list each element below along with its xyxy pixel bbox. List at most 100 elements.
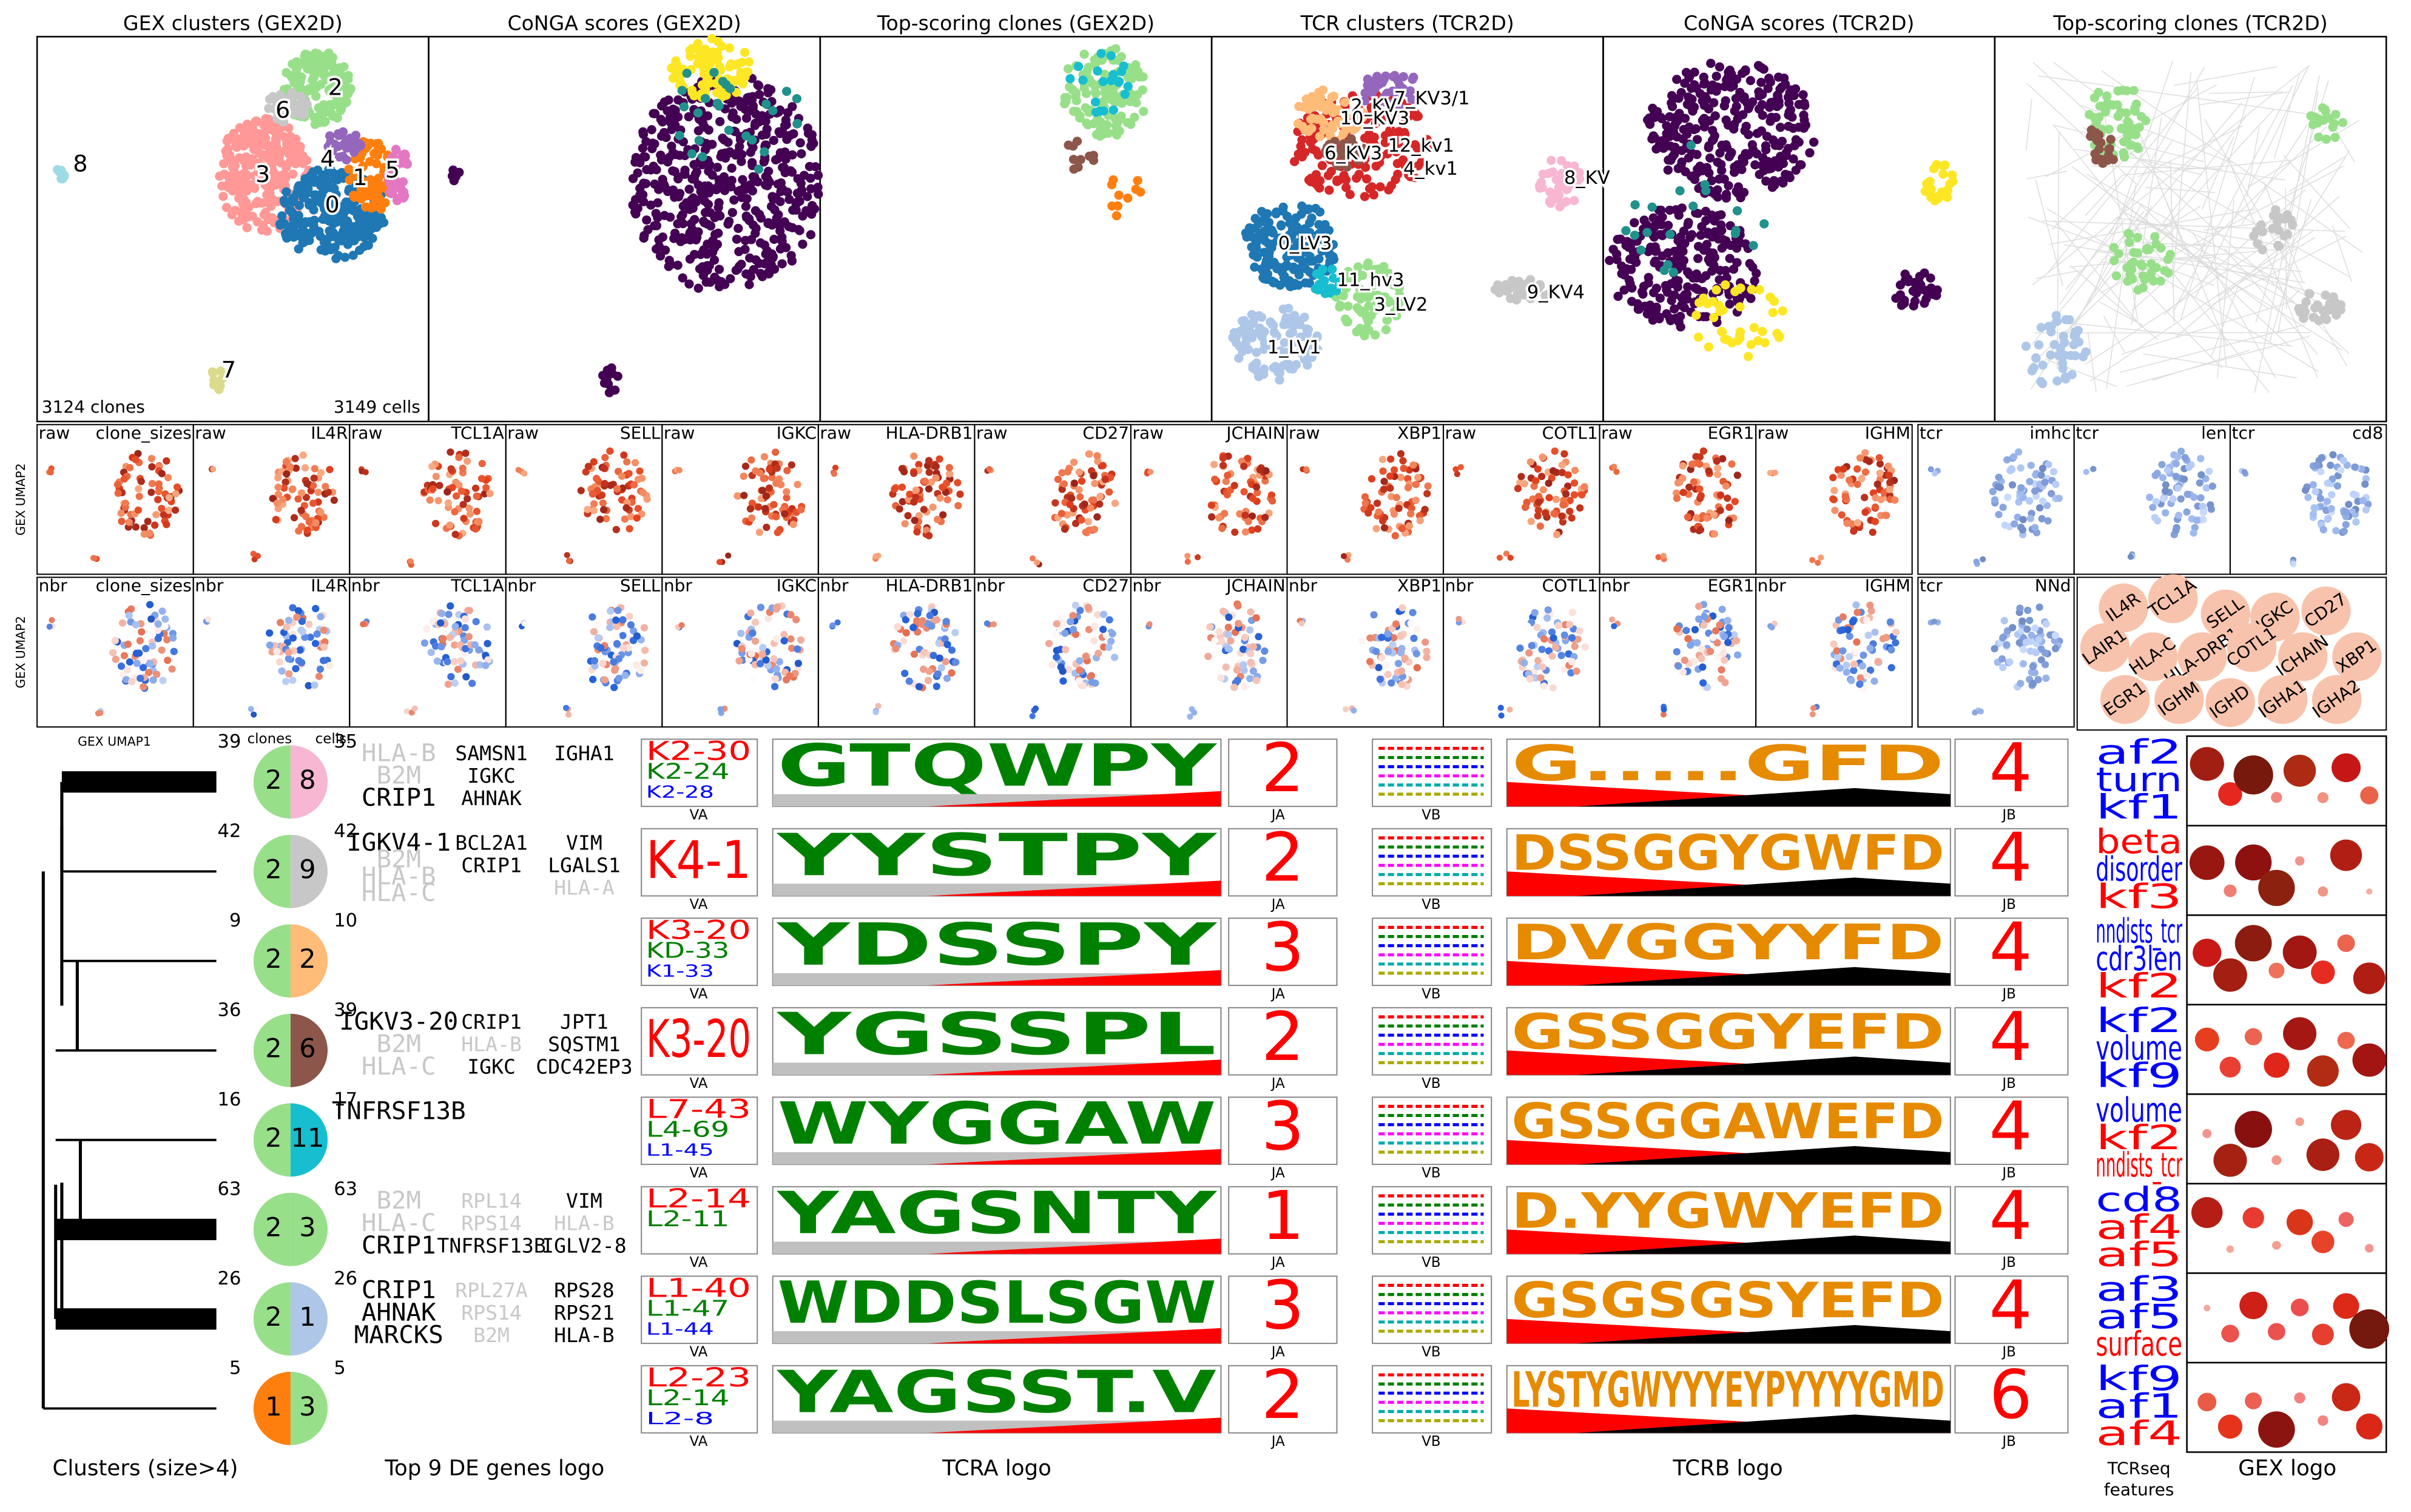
scatter-point bbox=[1715, 266, 1725, 275]
scatter-point bbox=[625, 470, 633, 478]
scatter-point bbox=[1395, 504, 1403, 512]
scatter-point bbox=[282, 163, 291, 172]
scatter-point bbox=[2327, 461, 2335, 469]
scatter-point bbox=[2301, 297, 2311, 307]
scatter-point bbox=[136, 637, 144, 645]
scatter-point bbox=[365, 178, 375, 188]
scatter-point bbox=[724, 217, 734, 226]
scatter-point bbox=[1693, 254, 1703, 263]
scatter-point bbox=[2036, 377, 2046, 386]
scatter-point bbox=[54, 167, 64, 177]
scatter-point bbox=[173, 483, 181, 491]
scatter-point bbox=[1405, 522, 1414, 530]
scatter-point bbox=[725, 84, 735, 93]
scatter-point bbox=[349, 222, 359, 232]
scatter-point bbox=[604, 388, 615, 397]
scatter-point bbox=[446, 633, 454, 641]
scatter-point bbox=[1932, 470, 1938, 477]
scatter-point bbox=[1114, 78, 1124, 87]
scatter-point bbox=[288, 169, 298, 179]
scatter-point bbox=[1242, 232, 1252, 242]
scatter-point bbox=[2133, 232, 2142, 242]
scatter-point bbox=[336, 71, 345, 81]
scatter-point bbox=[760, 453, 769, 461]
scatter-point bbox=[521, 620, 528, 627]
panel-gene: CD27 bbox=[1082, 423, 1129, 443]
scatter-point bbox=[1744, 130, 1753, 140]
scatter-point bbox=[132, 621, 140, 629]
scatter-point bbox=[1108, 70, 1118, 79]
scatter-point bbox=[326, 195, 336, 204]
scatter-point bbox=[650, 139, 659, 149]
scatter-point bbox=[1940, 160, 1950, 170]
scatter-point bbox=[313, 630, 321, 638]
scatter-point bbox=[2319, 526, 2327, 534]
scatter-point bbox=[751, 109, 761, 119]
scatter-point bbox=[659, 179, 669, 189]
scatter-point bbox=[1558, 461, 1566, 469]
scatter-point bbox=[1380, 524, 1389, 532]
scatter-point bbox=[1672, 249, 1682, 259]
scatter-point bbox=[1561, 197, 1571, 206]
scatter-point bbox=[254, 705, 261, 712]
scatter-point bbox=[1613, 235, 1622, 245]
scatter-point bbox=[610, 658, 618, 666]
scatter-point bbox=[1619, 270, 1629, 280]
scatter-point bbox=[312, 519, 320, 527]
scatter-point bbox=[1665, 205, 1674, 215]
scatter-point bbox=[910, 498, 918, 506]
scatter-point bbox=[297, 507, 305, 515]
scatter-point bbox=[153, 670, 161, 678]
scatter-point bbox=[936, 455, 943, 463]
scatter-point bbox=[153, 626, 162, 634]
scatter-point bbox=[663, 157, 673, 167]
scatter-point bbox=[1662, 129, 1671, 138]
scatter-point bbox=[241, 172, 252, 181]
scatter-point bbox=[427, 649, 435, 656]
scatter-point bbox=[1701, 206, 1711, 216]
scatter-point bbox=[1779, 73, 1789, 83]
scatter-point bbox=[388, 188, 397, 198]
panel-title: CoNGA scores (GEX2D) bbox=[508, 12, 741, 35]
scatter-point bbox=[764, 615, 772, 623]
scatter-point bbox=[1900, 269, 1910, 279]
scatter-point bbox=[2058, 363, 2068, 373]
scatter-point bbox=[1941, 191, 1952, 201]
scatter-point bbox=[1096, 49, 1106, 58]
scatter-point bbox=[1748, 262, 1758, 272]
scatter-point bbox=[1539, 486, 1547, 494]
scatter-point bbox=[1774, 100, 1784, 110]
scatter-point bbox=[461, 624, 469, 632]
scatter-point bbox=[258, 198, 268, 208]
scatter-point bbox=[562, 704, 570, 711]
scatter-point bbox=[775, 221, 784, 231]
scatter-point bbox=[725, 552, 732, 559]
panel-title: CoNGA scores (TCR2D) bbox=[1684, 12, 1914, 35]
scatter-point bbox=[701, 138, 711, 149]
scatter-point bbox=[219, 159, 229, 169]
scatter-point bbox=[1269, 497, 1276, 505]
scatter-point bbox=[2133, 248, 2142, 258]
scatter-point bbox=[673, 172, 683, 182]
scatter-point bbox=[925, 532, 933, 539]
scatter-point bbox=[282, 68, 291, 78]
scatter-point bbox=[146, 529, 153, 537]
scatter-point bbox=[2163, 467, 2172, 474]
scatter-point bbox=[272, 516, 280, 524]
scatter-point bbox=[2018, 526, 2027, 534]
scatter-point bbox=[1297, 209, 1306, 219]
scatter-point bbox=[744, 214, 754, 223]
scatter-point bbox=[1744, 352, 1753, 362]
scatter-point bbox=[1253, 219, 1263, 229]
scatter-point bbox=[1672, 75, 1682, 84]
scatter-point bbox=[1240, 462, 1248, 470]
scatter-point bbox=[686, 219, 696, 229]
scatter-point bbox=[334, 236, 344, 246]
scatter-point bbox=[1244, 518, 1252, 525]
scatter-point bbox=[283, 470, 291, 478]
scatter-point bbox=[2309, 510, 2318, 518]
scatter-point bbox=[1282, 211, 1292, 221]
scatter-point bbox=[929, 503, 937, 511]
scatter-point bbox=[1698, 116, 1707, 126]
scatter-point bbox=[1688, 201, 1698, 211]
